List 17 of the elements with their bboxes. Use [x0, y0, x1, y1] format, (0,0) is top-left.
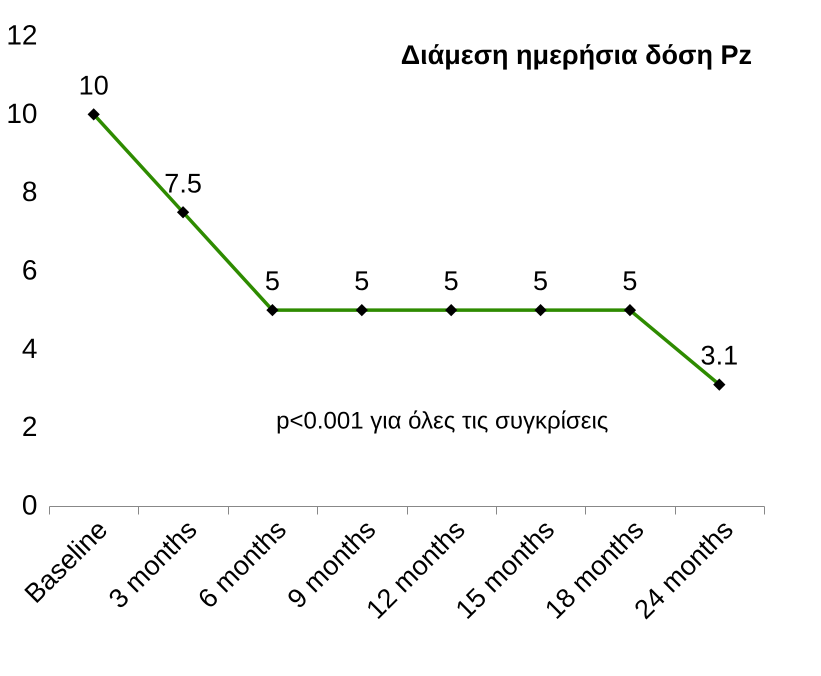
data-label: 10: [78, 70, 109, 100]
annotation: p<0.001 για όλες τις συγκρίσεις: [276, 407, 608, 434]
y-tick-label: 2: [22, 411, 38, 442]
y-tick-label: 8: [22, 176, 38, 208]
data-label: 7.5: [164, 168, 202, 198]
data-label: 5: [264, 266, 280, 296]
data-label: 5: [444, 266, 459, 296]
data-label: 5: [354, 266, 370, 296]
chart-title: Διάμεση ημερήσια δόση Pz: [400, 40, 752, 70]
y-tick-label: 0: [22, 490, 38, 520]
data-label: 3.1: [700, 340, 738, 371]
y-tick-label: 4: [22, 332, 38, 364]
y-tick-label: 10: [6, 98, 38, 129]
y-tick-label: 12: [6, 20, 38, 50]
y-tick-label: 6: [22, 254, 38, 286]
data-label: 5: [622, 266, 638, 296]
data-label: 5: [533, 266, 548, 296]
